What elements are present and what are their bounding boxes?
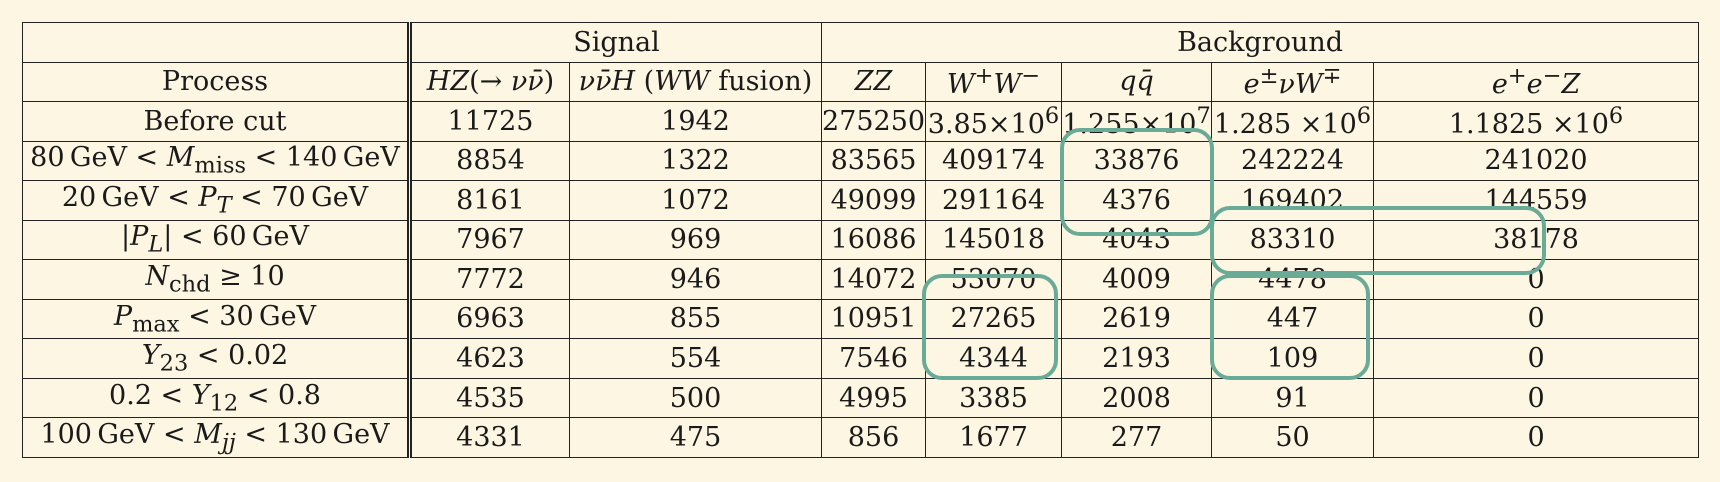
cell-vvh: 1942 [568, 101, 823, 142]
column-header-zz: ZZ [821, 61, 927, 103]
cell-qq: 2193 [1061, 338, 1213, 379]
cell-zz: 4995 [821, 377, 927, 419]
column-header-vvh: νν̄H (WW fusion) [568, 61, 823, 103]
header-row-groups: Signal Background [22, 22, 1700, 63]
cell-evw: 91 [1211, 377, 1375, 419]
cell-evw: 1.285 ×106 [1211, 101, 1375, 142]
cell-zz: 49099 [821, 180, 927, 221]
background-header: Background [821, 22, 1700, 63]
cell-vvh: 554 [568, 338, 823, 379]
cut-label: 80 GeV < Mmiss < 140 GeV [22, 140, 412, 182]
cut-label: |PL| < 60 GeV [22, 219, 412, 261]
cell-zz: 7546 [821, 338, 927, 379]
cell-hz: 6963 [409, 298, 570, 340]
table-row: Nchd ≥ 10 7772 946 14072 53070 4009 4478 0 [22, 259, 1700, 300]
cell-vvh: 1322 [568, 140, 823, 182]
cell-eez: 241020 [1373, 140, 1700, 182]
cell-zz: 275250 [821, 101, 927, 142]
cut-label: Nchd ≥ 10 [22, 259, 412, 300]
header-empty-cell [22, 22, 412, 63]
cut-label: Pmax < 30 GeV [22, 298, 412, 340]
cell-zz: 83565 [821, 140, 927, 182]
column-header-evw: e±νW∓ [1211, 61, 1375, 103]
column-header-qq: qq̄ [1061, 61, 1213, 103]
cell-evw: 109 [1211, 338, 1375, 379]
cell-eez: 0 [1373, 338, 1700, 379]
cell-hz: 8161 [409, 180, 570, 221]
cell-hz: 4623 [409, 338, 570, 379]
cell-ww: 4344 [925, 338, 1063, 379]
table-row: 0.2 < Y12 < 0.8 4535 500 4995 3385 2008 91 0 [22, 377, 1700, 419]
cell-ww: 27265 [925, 298, 1063, 340]
process-header: Process [22, 61, 412, 103]
cell-qq: 33876 [1061, 140, 1213, 182]
cell-ww: 53070 [925, 259, 1063, 300]
cut-label: 20 GeV < PT < 70 GeV [22, 180, 412, 221]
cell-ww: 3385 [925, 377, 1063, 419]
cell-ww: 3.85×106 [925, 101, 1063, 142]
cell-eez: 0 [1373, 259, 1700, 300]
column-header-hz: HZ(→ νν̄) [409, 61, 570, 103]
table-row: 100 GeV < Mjj < 130 GeV 4331 475 856 1677 277… [22, 417, 1700, 458]
cell-vvh: 855 [568, 298, 823, 340]
cell-vvh: 969 [568, 219, 823, 261]
cell-zz: 10951 [821, 298, 927, 340]
header-row-columns: Process HZ(→ νν̄) νν̄H (WW fusion) ZZ W+… [22, 61, 1700, 103]
cell-evw: 83310 [1211, 219, 1375, 261]
cell-vvh: 475 [568, 417, 823, 458]
cut-flow-table-container: Signal Background Process HZ(→ νν̄) νν̄H… [22, 22, 1700, 458]
cell-vvh: 1072 [568, 180, 823, 221]
cell-vvh: 500 [568, 377, 823, 419]
column-header-ww: W+W− [925, 61, 1063, 103]
cell-zz: 856 [821, 417, 927, 458]
cell-qq: 277 [1061, 417, 1213, 458]
cell-hz: 4535 [409, 377, 570, 419]
cell-hz: 7967 [409, 219, 570, 261]
signal-header: Signal [408, 22, 823, 63]
cut-label: Before cut [22, 101, 412, 142]
cell-hz: 11725 [409, 101, 570, 142]
cell-qq: 2619 [1061, 298, 1213, 340]
cell-ww: 409174 [925, 140, 1063, 182]
cell-evw: 4478 [1211, 259, 1375, 300]
cell-evw: 242224 [1211, 140, 1375, 182]
cut-label: 100 GeV < Mjj < 130 GeV [22, 417, 412, 458]
cell-ww: 291164 [925, 180, 1063, 221]
cell-eez: 0 [1373, 377, 1700, 419]
cut-flow-table: Signal Background Process HZ(→ νν̄) νν̄H… [22, 22, 1700, 458]
cell-eez: 38178 [1373, 219, 1700, 261]
cell-evw: 447 [1211, 298, 1375, 340]
cell-eez: 0 [1373, 417, 1700, 458]
cell-qq: 4376 [1061, 180, 1213, 221]
cell-qq: 2008 [1061, 377, 1213, 419]
cell-eez: 144559 [1373, 180, 1700, 221]
cell-vvh: 946 [568, 259, 823, 300]
cell-ww: 1677 [925, 417, 1063, 458]
table-row: 20 GeV < PT < 70 GeV 8161 1072 49099 291164 4… [22, 180, 1700, 221]
cell-eez: 0 [1373, 298, 1700, 340]
cell-qq: 1.255×107 [1061, 101, 1213, 142]
cell-hz: 4331 [409, 417, 570, 458]
table-row: Pmax < 30 GeV 6963 855 10951 27265 2619 447 0 [22, 298, 1700, 340]
cut-label: Y23 < 0.02 [22, 338, 412, 379]
cell-qq: 4009 [1061, 259, 1213, 300]
column-header-eez: e+e−Z [1373, 61, 1700, 103]
cell-evw: 50 [1211, 417, 1375, 458]
cell-evw: 169402 [1211, 180, 1375, 221]
cell-hz: 7772 [409, 259, 570, 300]
cell-qq: 4043 [1061, 219, 1213, 261]
table-row: 80 GeV < Mmiss < 140 GeV 8854 1322 83565 409… [22, 140, 1700, 182]
cell-zz: 16086 [821, 219, 927, 261]
cell-zz: 14072 [821, 259, 927, 300]
cell-eez: 1.1825 ×106 [1373, 101, 1700, 142]
cell-hz: 8854 [409, 140, 570, 182]
table-row: |PL| < 60 GeV 7967 969 16086 145018 4043 83310… [22, 219, 1700, 261]
cut-label: 0.2 < Y12 < 0.8 [22, 377, 412, 419]
table-row: Y23 < 0.02 4623 554 7546 4344 2193 109 0 [22, 338, 1700, 379]
cell-ww: 145018 [925, 219, 1063, 261]
table-row: Before cut 11725 1942 275250 3.85×106 1.255×1… [22, 101, 1700, 142]
